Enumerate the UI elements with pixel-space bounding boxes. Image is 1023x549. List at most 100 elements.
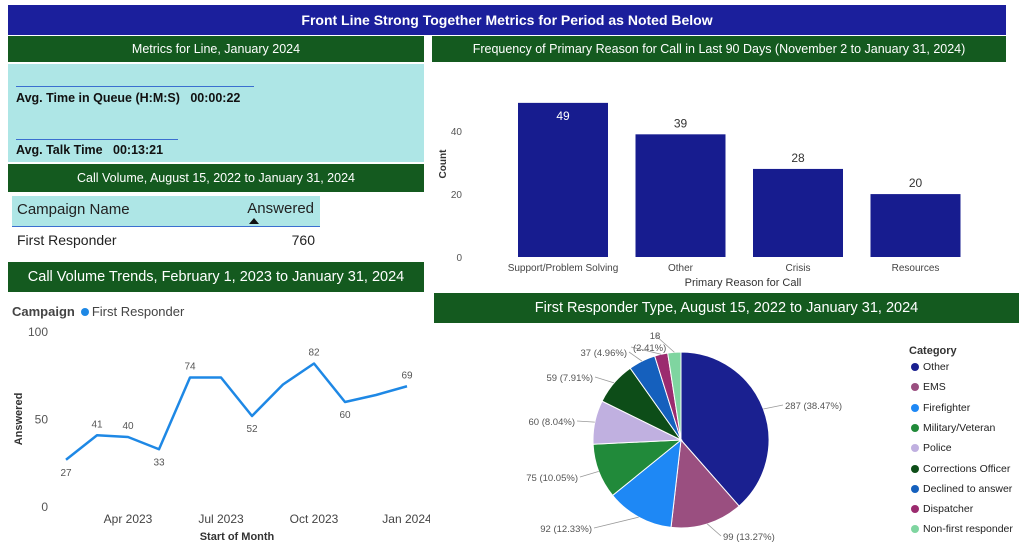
y-axis-title: Answered xyxy=(13,393,25,446)
data-label: 39 xyxy=(674,116,688,130)
data-label: 69 xyxy=(401,370,413,381)
data-label: 82 xyxy=(308,348,320,359)
frequency-header: Frequency of Primary Reason for Call in … xyxy=(432,36,1006,62)
x-tick-label: Support/Problem Solving xyxy=(508,263,619,274)
legend-dot-icon xyxy=(911,363,919,371)
kpi-talk-time[interactable]: Avg. Talk Time 00:13:21 xyxy=(16,143,163,157)
sort-ascending-icon[interactable] xyxy=(248,217,260,225)
x-tick-label: Resources xyxy=(892,263,940,274)
legend-item[interactable]: Firefighter xyxy=(911,402,970,414)
legend-item[interactable]: Non-first responder xyxy=(911,523,1013,535)
x-tick-label: Crisis xyxy=(786,263,811,274)
legend-label: Corrections Officer xyxy=(923,462,1011,475)
legend-label: Police xyxy=(923,442,952,455)
kpi-queue-label: Avg. Time in Queue (H:M:S) xyxy=(16,91,180,105)
data-label: 41 xyxy=(91,419,103,430)
x-axis-title: Start of Month xyxy=(200,531,275,543)
responder-header: First Responder Type, August 15, 2022 to… xyxy=(434,293,1019,323)
legend-dot-icon xyxy=(911,423,919,432)
leader-line xyxy=(763,404,784,410)
table-row[interactable]: First Responder 760 xyxy=(12,228,320,252)
kpi-queue-value: 00:00:22 xyxy=(190,91,241,105)
frequency-bar-chart: 0 20 40 49 Support/Problem Solving 39 Other 28 C… xyxy=(438,102,961,289)
legend-dot-icon xyxy=(911,403,919,412)
trend-line-chart: 0 50 100 Apr 2023 Jul 2023 Oct 2023 Jan 2024 St… xyxy=(13,325,430,543)
y-axis-title: Count xyxy=(438,149,449,179)
data-label: 49 xyxy=(556,109,570,123)
slice-label: 18 xyxy=(650,331,661,342)
y-tick-label: 40 xyxy=(451,127,463,138)
column-header-answered[interactable]: Answered xyxy=(247,200,314,217)
bar xyxy=(753,168,843,257)
data-label: 40 xyxy=(122,421,134,432)
legend-dot-icon xyxy=(911,525,919,534)
kpi-divider xyxy=(16,86,254,87)
slice-label: 92 (12.33%) xyxy=(540,524,592,535)
call-volume-header: Call Volume, August 15, 2022 to January … xyxy=(8,164,424,192)
legend-item[interactable]: EMS xyxy=(911,381,946,393)
y-tick-label: 100 xyxy=(28,325,48,339)
x-tick-label: Jan 2024 xyxy=(382,512,430,526)
bar xyxy=(870,194,961,257)
trends-header: Call Volume Trends, February 1, 2023 to … xyxy=(8,262,424,292)
kpi-talk-label: Avg. Talk Time xyxy=(16,143,103,157)
leader-line xyxy=(630,346,662,355)
data-label: 52 xyxy=(246,424,258,435)
legend-label: Firefighter xyxy=(923,401,971,414)
kpi-talk-value: 00:13:21 xyxy=(113,143,164,157)
legend-dot-icon xyxy=(911,484,919,493)
data-label: 60 xyxy=(339,410,351,421)
legend-item[interactable]: Police xyxy=(911,442,952,454)
x-tick-label: Jul 2023 xyxy=(198,512,244,526)
data-label: 74 xyxy=(184,362,196,373)
y-tick-label: 0 xyxy=(456,253,462,264)
table-header-row: Campaign Name Answered xyxy=(12,196,320,227)
x-tick-label: Apr 2023 xyxy=(104,512,153,526)
legend-dot-icon xyxy=(911,464,919,473)
kpi-queue-time[interactable]: Avg. Time in Queue (H:M:S) 00:00:22 xyxy=(16,91,240,105)
pie-legend-title: Category xyxy=(909,345,957,357)
trend-legend: Campaign First Responder xyxy=(12,304,184,319)
metrics-panel: Avg. Time in Queue (H:M:S) 00:00:22 Avg.… xyxy=(8,64,424,162)
x-tick-label: Oct 2023 xyxy=(290,512,339,526)
y-tick-label: 20 xyxy=(451,190,463,201)
legend-dot-icon xyxy=(911,383,919,392)
bar xyxy=(635,134,726,257)
pie-slice xyxy=(611,438,682,528)
legend-item[interactable]: Military/Veteran xyxy=(911,422,995,434)
slice-label: 59 (7.91%) xyxy=(547,373,593,384)
pie-slice xyxy=(670,438,740,529)
legend-label: Non-first responder xyxy=(923,523,1013,536)
cell-campaign: First Responder xyxy=(17,232,117,248)
series-line-first-responder xyxy=(65,362,408,461)
slice-label: 99 (13.27%) xyxy=(723,532,775,543)
slice-label: 60 (8.04%) xyxy=(529,417,575,428)
slice-label: 37 (4.96%) xyxy=(581,348,627,359)
legend-label: Declined to answer xyxy=(923,482,1013,495)
data-label: 28 xyxy=(791,151,805,165)
legend-label: EMS xyxy=(923,381,946,394)
data-label: 27 xyxy=(60,468,72,479)
legend-item[interactable]: Corrections Officer xyxy=(911,463,1010,475)
legend-series[interactable]: First Responder xyxy=(91,304,185,319)
legend-dot-icon xyxy=(911,505,919,514)
leader-line xyxy=(593,516,639,529)
leader-line xyxy=(579,471,599,478)
column-header-campaign[interactable]: Campaign Name xyxy=(17,201,130,218)
y-tick-label: 50 xyxy=(35,413,49,427)
metrics-header: Metrics for Line, January 2024 xyxy=(8,36,424,62)
bar xyxy=(518,102,608,257)
x-tick-label: Other xyxy=(668,263,694,274)
legend-item[interactable]: Declined to answer xyxy=(911,483,1012,495)
dashboard-title: Front Line Strong Together Metrics for P… xyxy=(8,5,1006,35)
kpi-divider xyxy=(16,139,178,140)
leader-line xyxy=(707,523,722,537)
leader-line xyxy=(594,376,615,384)
x-axis-title: Primary Reason for Call xyxy=(685,277,802,289)
legend-label: Campaign xyxy=(12,304,75,319)
leader-line xyxy=(654,334,675,353)
legend-label: Other xyxy=(923,361,950,373)
slice-label: 75 (10.05%) xyxy=(526,473,578,484)
legend-item[interactable]: Other xyxy=(911,361,949,373)
legend-item[interactable]: Dispatcher xyxy=(911,503,973,515)
